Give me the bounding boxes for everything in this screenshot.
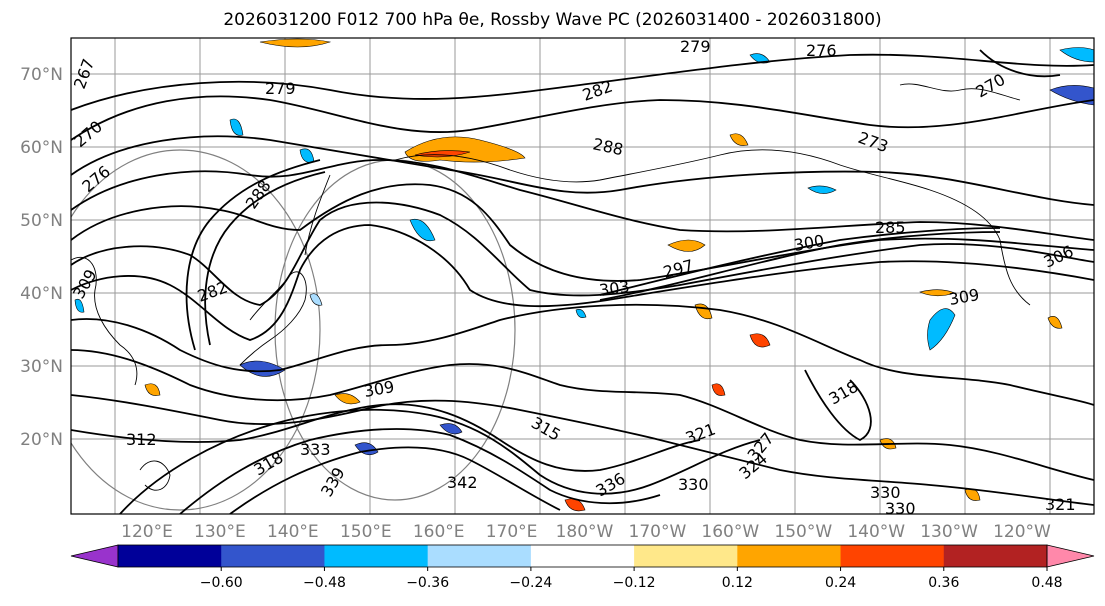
lon-label: 170°E <box>486 522 538 542</box>
lon-label: 140°E <box>267 522 319 542</box>
colorbar-extend-high <box>1046 544 1095 568</box>
contour-label: 279 <box>680 37 711 56</box>
colorbar-tick-label: −0.12 <box>613 575 656 591</box>
lon-label: 160°W <box>701 522 759 542</box>
lat-label: 70°N <box>20 65 63 85</box>
colorbar-tick-label: −0.60 <box>200 575 243 591</box>
lon-label: 170°W <box>629 522 687 542</box>
colorbar-tick-label: 0.36 <box>928 575 959 591</box>
chart-title: 2026031200 F012 700 hPa θe, Rossby Wave … <box>223 10 882 30</box>
colorbar-segment <box>324 545 429 567</box>
lon-label: 180°W <box>556 522 614 542</box>
colorbar-segment <box>530 545 635 567</box>
colorbar-segment <box>427 545 532 567</box>
contour-label: 276 <box>806 41 837 60</box>
colorbar-segment <box>943 545 1048 567</box>
lon-label: 130°W <box>920 522 978 542</box>
colorbar-tick-label: 0.48 <box>1031 575 1062 591</box>
lon-label: 140°W <box>847 522 905 542</box>
colorbar-segment <box>118 545 222 567</box>
theta-e-contours <box>71 49 1094 514</box>
lat-label: 50°N <box>20 211 63 231</box>
colorbar-tick-label: −0.24 <box>509 575 552 591</box>
contour-label: 312 <box>126 430 157 449</box>
lat-label: 40°N <box>20 284 63 304</box>
contour-label: 342 <box>447 473 478 492</box>
latitude-labels: 70°N 60°N 50°N 40°N 30°N 20°N <box>20 65 63 450</box>
lon-label: 120°E <box>121 522 173 542</box>
longitude-labels: 120°E 130°E 140°E 150°E 160°E 170°E 180°… <box>121 522 1051 542</box>
colorbar-tick-label: 0.12 <box>722 575 753 591</box>
lon-label: 160°E <box>413 522 465 542</box>
colorbar-extend-low <box>70 544 119 568</box>
contour-labels: 279 276 282 270 267 279 288 273 270 276 … <box>69 37 1076 518</box>
contour-label: 330 <box>885 499 916 518</box>
colorbar-segment <box>221 545 325 567</box>
colorbar-tick-label: −0.48 <box>303 575 346 591</box>
contour-label: 285 <box>875 218 906 237</box>
anomaly-shading <box>74 38 1094 512</box>
coastlines <box>71 83 1031 491</box>
contour-label: 330 <box>678 475 709 494</box>
colorbar-frame <box>117 544 1048 568</box>
colorbar: −0.60 −0.48 −0.36 −0.24 −0.12 0.12 0.24 0.36 0.4… <box>70 544 1095 591</box>
contour-label: 303 <box>598 277 631 300</box>
map-frame <box>70 37 1095 515</box>
contour-label: 321 <box>1045 495 1076 514</box>
colorbar-segment <box>634 545 738 567</box>
lat-label: 20°N <box>20 430 63 450</box>
lon-label: 120°W <box>993 522 1051 542</box>
lat-label: 30°N <box>20 357 63 377</box>
colorbar-tick-label: 0.24 <box>825 575 856 591</box>
lat-label: 60°N <box>20 138 63 158</box>
colorbar-segment <box>737 545 842 567</box>
contour-label: 330 <box>870 483 901 502</box>
contour-label: 333 <box>300 440 331 459</box>
colorbar-tick-label: −0.36 <box>406 575 449 591</box>
contour-label: 279 <box>265 79 296 98</box>
colorbar-segment <box>840 545 945 567</box>
lon-label: 150°E <box>340 522 392 542</box>
lon-label: 130°E <box>194 522 246 542</box>
lon-label: 150°W <box>774 522 832 542</box>
